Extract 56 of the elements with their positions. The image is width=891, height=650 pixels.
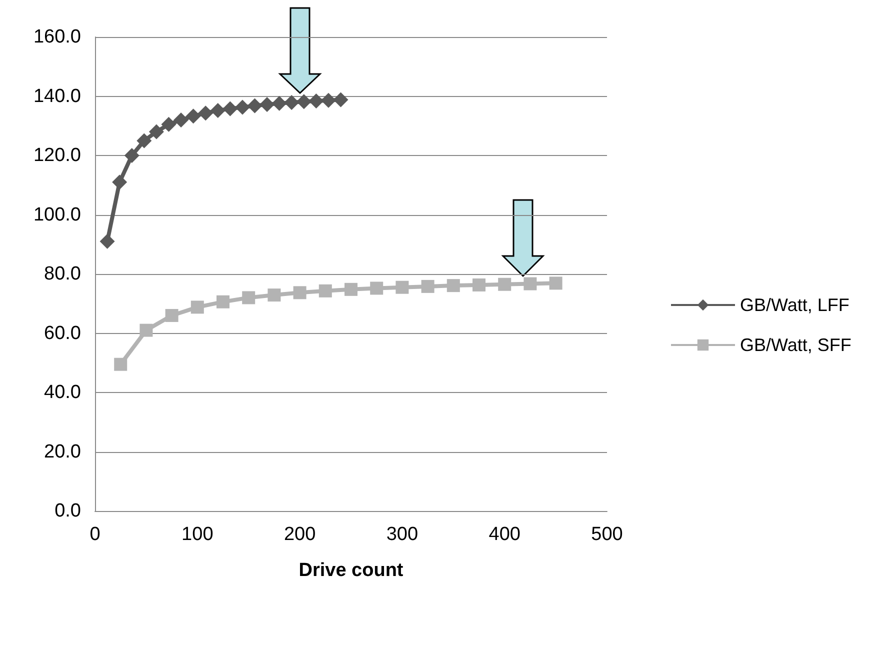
point — [100, 234, 115, 249]
point — [472, 278, 486, 292]
point — [260, 97, 275, 112]
point — [242, 291, 256, 304]
y-tick-label: 160.0 — [33, 26, 81, 48]
y-tick-label: 80.0 — [44, 264, 81, 284]
point — [190, 300, 204, 314]
point — [140, 324, 153, 337]
y-tick-label: 140.0 — [33, 86, 81, 107]
point — [124, 148, 140, 163]
x-tick-label: 0 — [90, 524, 100, 545]
point — [234, 100, 250, 115]
point — [198, 106, 214, 121]
point — [165, 308, 178, 322]
y-tick-label: 0.0 — [54, 500, 81, 522]
legend-label: GB/Watt, LFF — [740, 295, 850, 315]
point — [308, 93, 324, 108]
point — [114, 358, 128, 371]
point — [247, 98, 262, 114]
point — [284, 94, 300, 110]
x-tick-label: 500 — [591, 524, 623, 545]
point — [216, 295, 230, 308]
point — [333, 92, 348, 108]
point — [148, 124, 164, 140]
x-axis-title: Drive count — [298, 560, 404, 581]
point — [296, 94, 312, 110]
point — [210, 102, 226, 118]
point — [498, 278, 512, 291]
x-tick-label: 100 — [182, 524, 214, 545]
x-tick-label: 300 — [386, 524, 418, 545]
point — [446, 279, 460, 292]
y-tick-label: 120.0 — [33, 145, 81, 166]
point — [136, 133, 152, 148]
point — [272, 96, 287, 111]
point — [318, 284, 332, 298]
point — [293, 286, 306, 300]
point — [174, 112, 189, 128]
point — [421, 280, 434, 293]
y-tick-label: 100.0 — [33, 204, 81, 226]
x-tick-label: 200 — [284, 524, 316, 545]
point — [524, 277, 537, 290]
point — [344, 282, 358, 296]
legend-label: GB/Watt, SFF — [740, 335, 852, 355]
point — [222, 101, 238, 116]
point — [320, 92, 336, 108]
point — [112, 174, 128, 190]
y-tick-label: 20.0 — [44, 441, 81, 462]
point — [549, 276, 562, 290]
x-tick-label: 400 — [488, 524, 520, 545]
y-tick-label: 60.0 — [44, 322, 81, 344]
point — [396, 280, 409, 294]
point — [370, 282, 384, 295]
point — [161, 116, 176, 132]
point — [186, 108, 201, 124]
y-tick-label: 40.0 — [44, 382, 81, 403]
point — [268, 288, 281, 302]
